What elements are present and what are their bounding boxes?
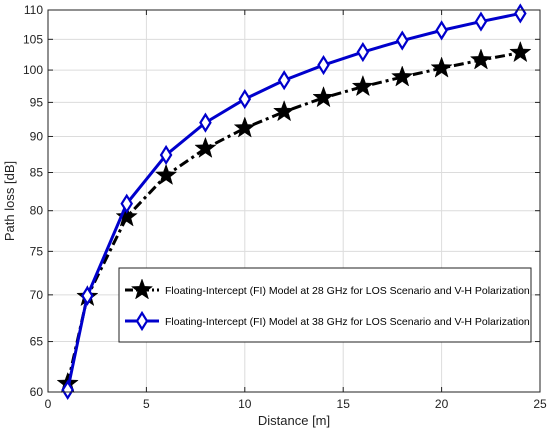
data-point bbox=[469, 48, 493, 70]
data-point bbox=[312, 86, 335, 108]
y-tick-label: 60 bbox=[30, 385, 44, 399]
legend-label: Floating-Intercept (FI) Model at 28 GHz … bbox=[165, 285, 530, 297]
x-tick-label: 15 bbox=[337, 397, 351, 411]
y-tick-label: 100 bbox=[23, 63, 43, 77]
data-point bbox=[272, 100, 296, 122]
y-tick-label: 90 bbox=[30, 129, 44, 143]
data-point bbox=[115, 205, 138, 227]
y-tick-label: 75 bbox=[30, 244, 44, 258]
data-point bbox=[395, 30, 409, 51]
axis-ticks: 0 5 10 15 20 25 60 65 70 75 80 85 90 95 100 105 110 bbox=[23, 3, 547, 411]
data-point bbox=[351, 74, 375, 97]
x-tick-label: 0 bbox=[45, 397, 52, 411]
plot-area-frame bbox=[47, 9, 541, 393]
data-point bbox=[435, 20, 448, 41]
data-point bbox=[430, 56, 453, 78]
data-point bbox=[194, 136, 217, 158]
y-tick-label: 70 bbox=[30, 288, 44, 302]
x-tick-label: 10 bbox=[238, 397, 252, 411]
y-tick-label: 105 bbox=[23, 32, 43, 46]
x-tick-label: 5 bbox=[143, 397, 150, 411]
data-point bbox=[356, 41, 370, 63]
data-point bbox=[120, 193, 134, 214]
legend-marker bbox=[135, 310, 149, 332]
legend: Floating-Intercept (FI) Model at 28 GHz … bbox=[118, 267, 532, 343]
y-tick-label: 80 bbox=[30, 204, 44, 218]
y-axis-label: Path loss [dB] bbox=[2, 161, 17, 241]
data-point bbox=[233, 116, 256, 138]
x-tick-label: 20 bbox=[435, 397, 449, 411]
data-point bbox=[159, 144, 173, 166]
legend-entry: Floating-Intercept (FI) Model at 38 GHz … bbox=[125, 310, 530, 332]
data-point bbox=[514, 3, 527, 24]
data-point bbox=[277, 70, 291, 91]
data-point bbox=[81, 285, 94, 306]
series-layer bbox=[56, 3, 532, 400]
y-tick-label: 85 bbox=[30, 165, 44, 179]
x-axis-label: Distance [m] bbox=[258, 413, 330, 428]
legend-entry: Floating-Intercept (FI) Model at 28 GHz … bbox=[125, 278, 530, 300]
data-point bbox=[509, 40, 532, 63]
data-point bbox=[199, 112, 212, 133]
y-tick-label: 110 bbox=[24, 3, 43, 17]
y-tick-label: 65 bbox=[30, 335, 44, 349]
legend-marker bbox=[130, 278, 154, 300]
legend-box bbox=[118, 267, 532, 343]
legend-label: Floating-Intercept (FI) Model at 38 GHz … bbox=[165, 316, 530, 328]
x-tick-label: 25 bbox=[533, 397, 547, 411]
data-point bbox=[61, 379, 74, 400]
data-point bbox=[474, 11, 488, 32]
series-2 bbox=[61, 3, 527, 400]
data-point bbox=[391, 65, 414, 87]
data-point bbox=[154, 163, 178, 185]
data-point bbox=[317, 54, 330, 76]
data-point bbox=[238, 89, 252, 110]
y-tick-label: 95 bbox=[30, 95, 44, 109]
